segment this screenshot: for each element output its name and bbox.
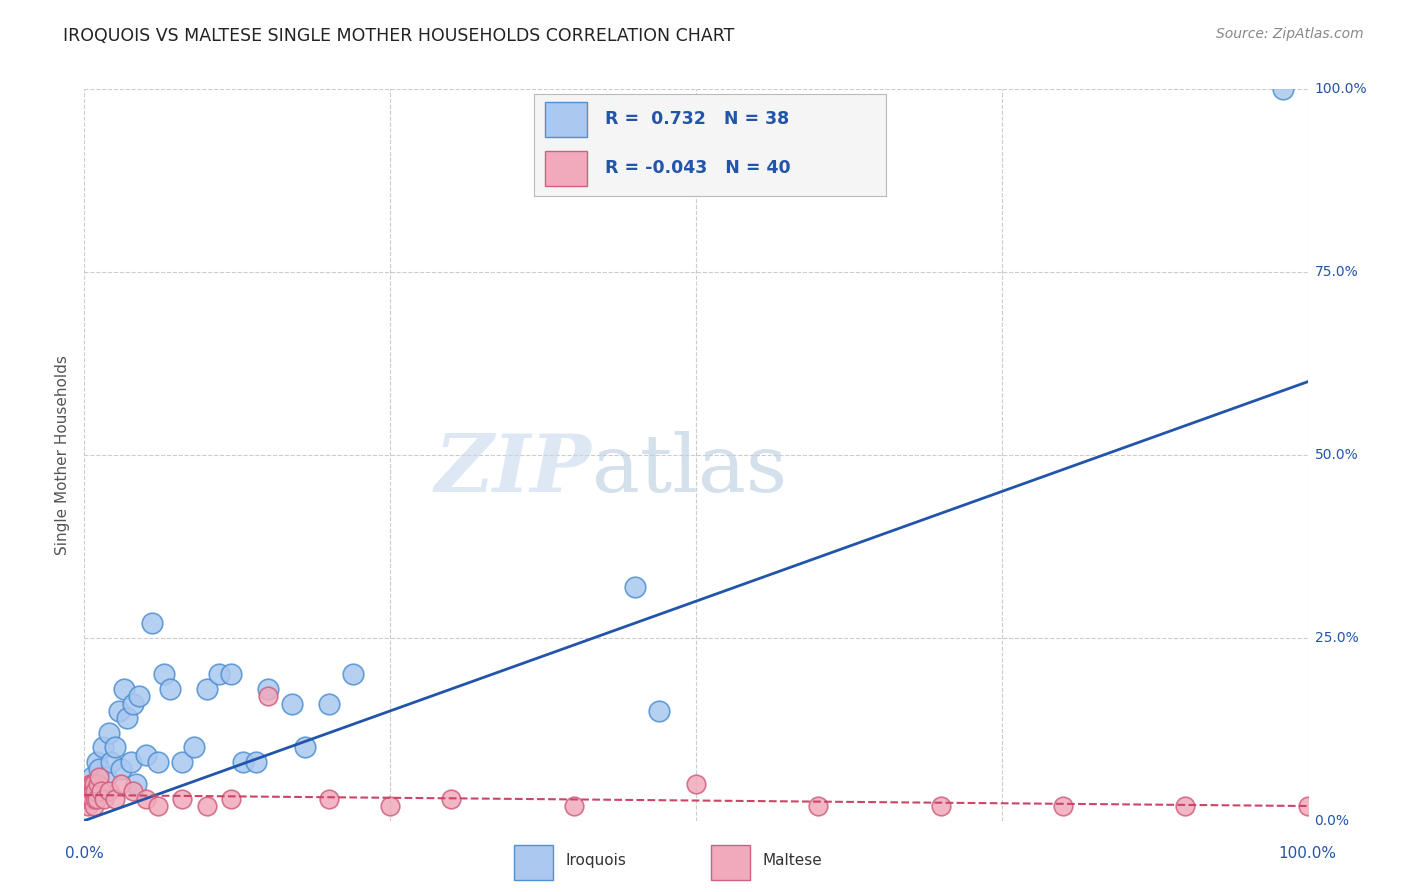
- Point: [84, 784, 107, 798]
- Text: 25.0%: 25.0%: [1315, 631, 1358, 645]
- Point: [77, 784, 100, 798]
- Text: atlas: atlas: [592, 431, 787, 508]
- Point: [318, 791, 340, 805]
- Point: [107, 704, 129, 718]
- Point: [87, 763, 110, 777]
- Point: [104, 791, 127, 805]
- Point: [79, 777, 101, 791]
- Point: [122, 697, 145, 711]
- Point: [172, 791, 194, 805]
- Point: [232, 755, 254, 769]
- Point: [294, 740, 316, 755]
- Point: [83, 777, 105, 791]
- Point: [1174, 799, 1197, 814]
- Point: [159, 681, 181, 696]
- Point: [195, 681, 218, 696]
- Point: [77, 791, 100, 805]
- Point: [86, 791, 108, 805]
- Point: [83, 799, 105, 814]
- Point: [125, 777, 148, 791]
- Text: 75.0%: 75.0%: [1315, 265, 1358, 279]
- Text: 0.0%: 0.0%: [1315, 814, 1350, 828]
- Point: [110, 763, 132, 777]
- Text: 100.0%: 100.0%: [1278, 846, 1337, 861]
- Point: [100, 755, 122, 769]
- Point: [219, 791, 242, 805]
- Text: 0.0%: 0.0%: [65, 846, 104, 861]
- Point: [1296, 799, 1319, 814]
- Point: [77, 799, 100, 814]
- Point: [83, 791, 105, 805]
- Point: [624, 580, 647, 594]
- Point: [87, 770, 110, 784]
- Point: [77, 784, 100, 798]
- Point: [195, 799, 218, 814]
- Text: ZIP: ZIP: [434, 431, 592, 508]
- Point: [96, 770, 118, 784]
- Text: R = -0.043   N = 40: R = -0.043 N = 40: [605, 159, 790, 177]
- Y-axis label: Single Mother Households: Single Mother Households: [55, 355, 70, 555]
- Point: [141, 616, 163, 631]
- Point: [685, 777, 707, 791]
- Point: [128, 690, 150, 704]
- Point: [172, 755, 194, 769]
- Point: [440, 791, 463, 805]
- Point: [153, 667, 176, 681]
- Text: R =  0.732   N = 38: R = 0.732 N = 38: [605, 110, 789, 128]
- Point: [82, 791, 104, 805]
- Point: [97, 784, 120, 798]
- Point: [79, 791, 101, 805]
- Text: IROQUOIS VS MALTESE SINGLE MOTHER HOUSEHOLDS CORRELATION CHART: IROQUOIS VS MALTESE SINGLE MOTHER HOUSEH…: [63, 27, 735, 45]
- Text: 50.0%: 50.0%: [1315, 448, 1358, 462]
- Point: [110, 777, 132, 791]
- Point: [87, 777, 110, 791]
- Point: [112, 681, 135, 696]
- Point: [76, 784, 98, 798]
- Point: [1272, 82, 1295, 96]
- Point: [122, 784, 145, 798]
- Bar: [544, 102, 586, 136]
- Point: [929, 799, 952, 814]
- Point: [380, 799, 402, 814]
- Point: [90, 784, 112, 798]
- Point: [82, 784, 104, 798]
- Point: [91, 740, 114, 755]
- Point: [648, 704, 671, 718]
- Point: [318, 697, 340, 711]
- Bar: [515, 845, 554, 880]
- Point: [135, 791, 157, 805]
- Point: [281, 697, 304, 711]
- Point: [146, 755, 169, 769]
- Point: [135, 747, 157, 762]
- Point: [115, 711, 138, 725]
- Point: [1052, 799, 1074, 814]
- Point: [245, 755, 267, 769]
- Point: [97, 726, 120, 740]
- Bar: [544, 151, 586, 186]
- Bar: [711, 845, 751, 880]
- Point: [342, 667, 364, 681]
- Point: [80, 770, 103, 784]
- Point: [807, 799, 830, 814]
- Point: [93, 791, 115, 805]
- Point: [208, 667, 231, 681]
- Text: Maltese: Maltese: [762, 854, 821, 868]
- Point: [104, 740, 127, 755]
- Point: [83, 777, 105, 791]
- Text: 100.0%: 100.0%: [1315, 82, 1367, 96]
- Point: [257, 681, 280, 696]
- Point: [86, 755, 108, 769]
- Point: [80, 777, 103, 791]
- Point: [219, 667, 242, 681]
- Point: [146, 799, 169, 814]
- Point: [80, 784, 103, 798]
- Point: [562, 799, 585, 814]
- Text: Iroquois: Iroquois: [565, 854, 626, 868]
- Point: [75, 791, 97, 805]
- Point: [183, 740, 205, 755]
- Point: [120, 755, 142, 769]
- Point: [257, 690, 280, 704]
- Text: Source: ZipAtlas.com: Source: ZipAtlas.com: [1216, 27, 1364, 41]
